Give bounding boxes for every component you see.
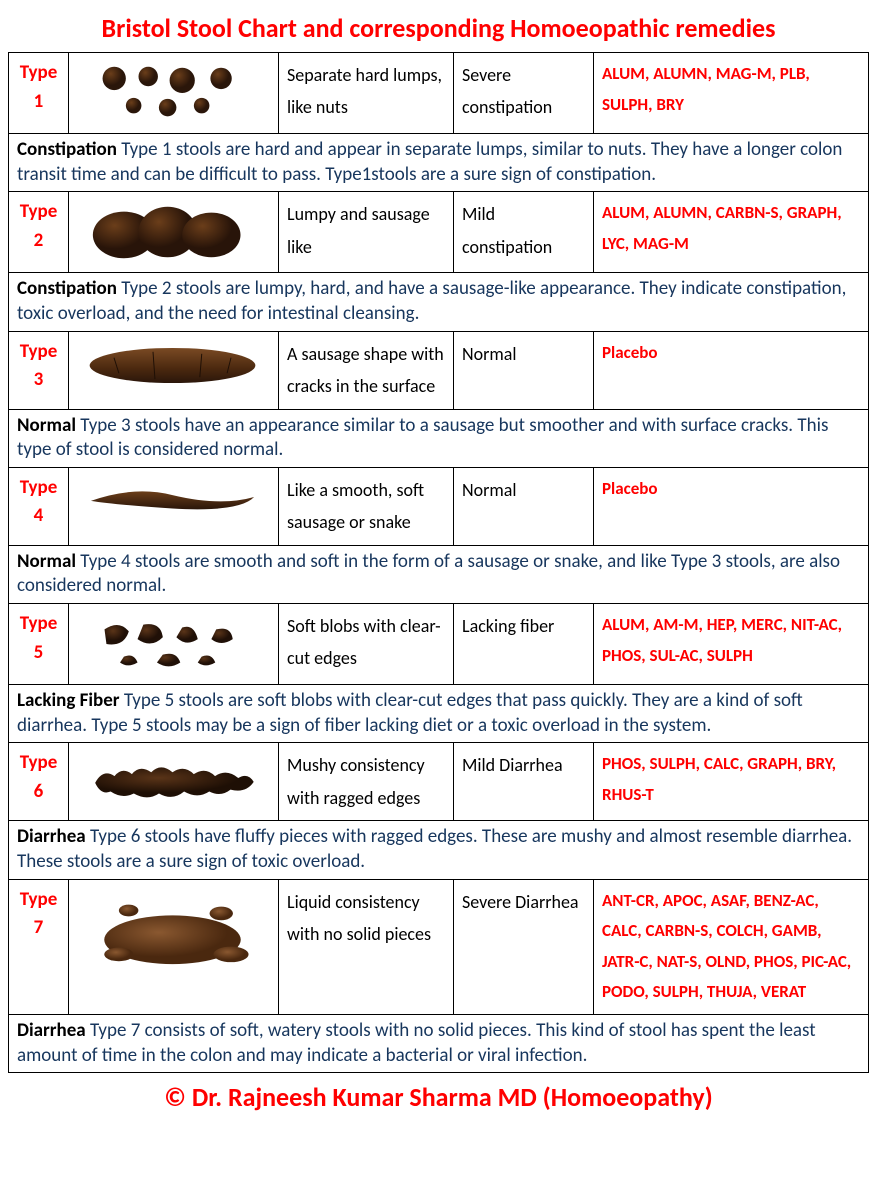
remedies: Placebo xyxy=(594,467,869,545)
condition: Lacking fiber xyxy=(454,604,594,685)
info-body: Type 2 stools are lumpy, hard, and have … xyxy=(17,277,846,325)
info-body: Type 7 consists of soft, watery stools w… xyxy=(17,1019,816,1067)
info-row: Diarrhea Type 7 consists of soft, watery… xyxy=(9,1014,869,1072)
remedies: PHOS, SULPH, CALC, GRAPH, BRY, RHUS-T xyxy=(594,743,869,821)
type-label: Type 6 xyxy=(9,743,69,821)
info-head: Diarrhea xyxy=(17,825,86,848)
remedies: ALUM, ALUMN, CARBN-S, GRAPH, LYC, MAG-M xyxy=(594,192,869,273)
table-row: Type 5 Soft blobs with clear-cut edges L… xyxy=(9,604,869,685)
remedies: ANT-CR, APOC, ASAF, BENZ-AC, CALC, CARBN… xyxy=(594,879,869,1014)
stool-image-type5 xyxy=(69,604,279,685)
stool-image-type2 xyxy=(69,192,279,273)
type-label: Type 4 xyxy=(9,467,69,545)
info-row: Diarrhea Type 6 stools have fluffy piece… xyxy=(9,821,869,879)
remedies: ALUM, AM-M, HEP, MERC, NIT-AC, PHOS, SUL… xyxy=(594,604,869,685)
type-label: Type 2 xyxy=(9,192,69,273)
info-row: Normal Type 3 stools have an appearance … xyxy=(9,409,869,467)
chart-title: Bristol Stool Chart and corresponding Ho… xyxy=(8,12,869,44)
description: Lumpy and sausage like xyxy=(279,192,454,273)
info-body: Type 4 stools are smooth and soft in the… xyxy=(17,550,840,598)
condition: Severe Diarrhea xyxy=(454,879,594,1014)
condition: Normal xyxy=(454,331,594,409)
info-body: Type 3 stools have an appearance similar… xyxy=(17,414,828,462)
condition: Mild Diarrhea xyxy=(454,743,594,821)
info-head: Normal xyxy=(17,550,76,573)
description: Separate hard lumps, like nuts xyxy=(279,53,454,134)
table-row: Type 6 Mushy consistency with ragged edg… xyxy=(9,743,869,821)
info-head: Diarrhea xyxy=(17,1019,86,1042)
description: A sausage shape with cracks in the surfa… xyxy=(279,331,454,409)
type-label: Type 3 xyxy=(9,331,69,409)
condition: Mild constipation xyxy=(454,192,594,273)
table-row: Type 3 A sausage shape with cracks in th… xyxy=(9,331,869,409)
info-body: Type 6 stools have fluffy pieces with ra… xyxy=(17,825,852,873)
stool-image-type3 xyxy=(69,331,279,409)
stool-image-type6 xyxy=(69,743,279,821)
table-row: Type 2 Lumpy and sausage like Mild const… xyxy=(9,192,869,273)
info-row: Constipation Type 1 stools are hard and … xyxy=(9,134,869,192)
type-label: Type 1 xyxy=(9,53,69,134)
type-label: Type 5 xyxy=(9,604,69,685)
info-head: Constipation xyxy=(17,277,117,300)
footer-credit: © Dr. Rajneesh Kumar Sharma MD (Homoeopa… xyxy=(8,1081,869,1113)
info-head: Constipation xyxy=(17,138,117,161)
description: Soft blobs with clear-cut edges xyxy=(279,604,454,685)
stool-image-type1 xyxy=(69,53,279,134)
info-body: Type 1 stools are hard and appear in sep… xyxy=(17,138,842,186)
table-row: Type 1 Separate hard lumps, like nuts Se… xyxy=(9,53,869,134)
condition: Severe constipation xyxy=(454,53,594,134)
remedies: ALUM, ALUMN, MAG-M, PLB, SULPH, BRY xyxy=(594,53,869,134)
description: Liquid consistency with no solid pieces xyxy=(279,879,454,1014)
table-row: Type 7 Liquid consistency with no solid … xyxy=(9,879,869,1014)
condition: Normal xyxy=(454,467,594,545)
type-label: Type 7 xyxy=(9,879,69,1014)
info-head: Lacking Fiber xyxy=(17,689,120,712)
table-row: Type 4 Like a smooth, soft sausage or sn… xyxy=(9,467,869,545)
info-row: Normal Type 4 stools are smooth and soft… xyxy=(9,545,869,603)
remedies: Placebo xyxy=(594,331,869,409)
info-body: Type 5 stools are soft blobs with clear-… xyxy=(17,689,803,737)
description: Mushy consistency with ragged edges xyxy=(279,743,454,821)
info-row: Lacking Fiber Type 5 stools are soft blo… xyxy=(9,685,869,743)
info-row: Constipation Type 2 stools are lumpy, ha… xyxy=(9,273,869,331)
stool-image-type4 xyxy=(69,467,279,545)
description: Like a smooth, soft sausage or snake xyxy=(279,467,454,545)
info-head: Normal xyxy=(17,414,76,437)
stool-image-type7 xyxy=(69,879,279,1014)
stool-chart-table: Type 1 Separate hard lumps, like nuts Se… xyxy=(8,52,869,1073)
